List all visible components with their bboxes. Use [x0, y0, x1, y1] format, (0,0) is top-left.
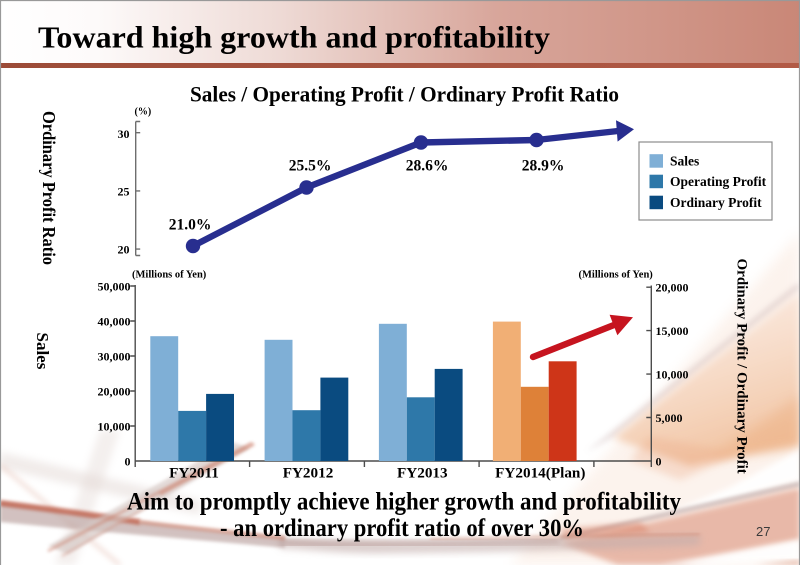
svg-text:30: 30: [118, 127, 130, 141]
svg-text:20,000: 20,000: [656, 281, 689, 295]
svg-text:Aim to promptly achieve higher: Aim to promptly achieve higher growth an…: [127, 489, 681, 516]
svg-text:25.5%: 25.5%: [289, 158, 332, 175]
svg-text:20: 20: [118, 242, 130, 256]
svg-text:Sales: Sales: [33, 333, 52, 370]
svg-text:Sales: Sales: [670, 154, 699, 169]
svg-text:0: 0: [125, 454, 131, 468]
svg-text:27: 27: [756, 524, 770, 539]
svg-text:0: 0: [656, 454, 662, 468]
svg-text:10,000: 10,000: [98, 419, 131, 433]
svg-text:28.6%: 28.6%: [406, 158, 449, 175]
svg-text:Sales / Operating Profit / Ord: Sales / Operating Profit / Ordinary Prof…: [190, 82, 619, 107]
svg-text:(Millions of Yen): (Millions of Yen): [132, 269, 207, 280]
svg-text:15,000: 15,000: [656, 324, 689, 338]
svg-text:20,000: 20,000: [98, 384, 131, 398]
svg-text:FY2013: FY2013: [397, 465, 448, 482]
svg-text:Toward high growth and profita: Toward high growth and profitability: [38, 20, 551, 55]
svg-text:5,000: 5,000: [656, 411, 683, 425]
svg-text:50,000: 50,000: [98, 279, 131, 293]
svg-text:Operating Profit: Operating Profit: [670, 174, 767, 189]
svg-text:Ordinary Profit Ratio: Ordinary Profit Ratio: [39, 111, 59, 265]
svg-text:28.9%: 28.9%: [522, 158, 565, 175]
svg-text:Ordinary Profit: Ordinary Profit: [670, 195, 762, 210]
svg-text:10,000: 10,000: [656, 367, 689, 381]
svg-text:25: 25: [118, 184, 130, 198]
svg-text:FY2012: FY2012: [283, 465, 334, 482]
svg-text:(%): (%): [135, 107, 152, 118]
svg-text:(Millions of Yen): (Millions of Yen): [579, 269, 654, 280]
svg-text:FY2011: FY2011: [169, 465, 219, 482]
svg-text:21.0%: 21.0%: [169, 217, 212, 234]
svg-text:30,000: 30,000: [98, 349, 131, 363]
svg-text:40,000: 40,000: [98, 314, 131, 328]
svg-text:FY2014(Plan): FY2014(Plan): [495, 465, 585, 482]
svg-text:Ordinary Profit / Ordinary Pro: Ordinary Profit / Ordinary Profit: [734, 259, 750, 474]
svg-text:- an ordinary profit ratio of: - an ordinary profit ratio of over 30%: [220, 515, 584, 542]
